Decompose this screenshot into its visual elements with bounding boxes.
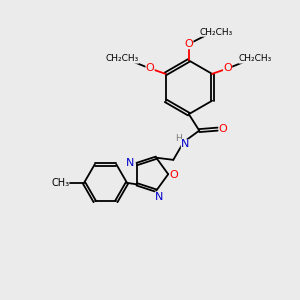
Text: H: H	[175, 134, 182, 143]
Text: O: O	[223, 64, 232, 74]
Text: N: N	[155, 192, 164, 202]
Text: N: N	[181, 139, 189, 149]
Text: CH₃: CH₃	[51, 178, 69, 188]
Text: CH₂CH₃: CH₂CH₃	[106, 54, 139, 63]
Text: O: O	[170, 170, 178, 180]
Text: O: O	[219, 124, 227, 134]
Text: CH₂CH₃: CH₂CH₃	[239, 54, 272, 63]
Text: O: O	[146, 64, 154, 74]
Text: CH₂CH₃: CH₂CH₃	[200, 28, 233, 37]
Text: O: O	[184, 39, 193, 49]
Text: N: N	[126, 158, 134, 168]
